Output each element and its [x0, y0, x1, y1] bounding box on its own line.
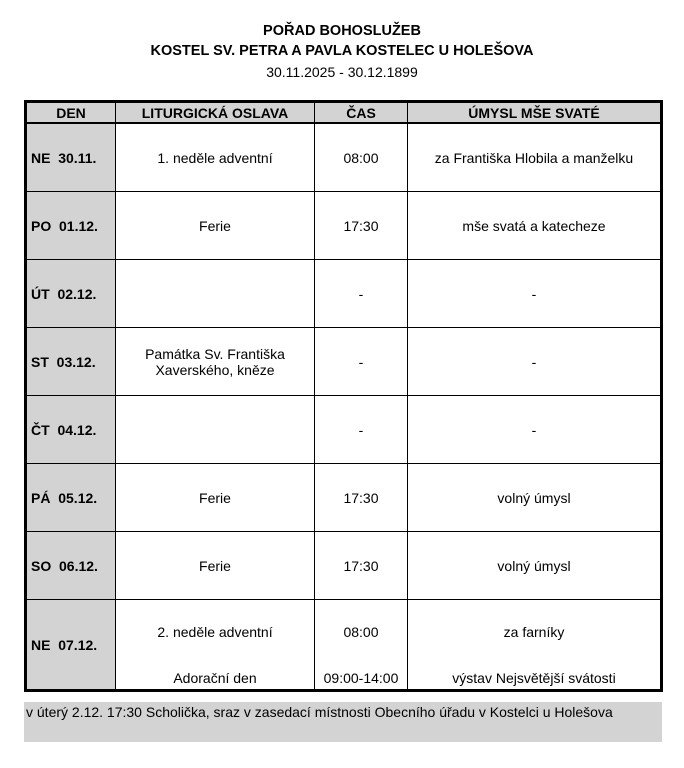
church-name: KOSTEL SV. PETRA A PAVLA KOSTELEC U HOLE…	[150, 43, 534, 59]
table-row: PO 01.12. Ferie 17:30 mše svatá a katecheze	[25, 191, 662, 260]
col-day: DEN	[25, 101, 116, 124]
day-cell: NE 07.12.	[25, 599, 116, 691]
col-celebration: LITURGICKÁ OSLAVA	[115, 101, 315, 124]
col-time: ČAS	[314, 101, 408, 124]
time-cell-line: 08:00	[343, 624, 379, 640]
intention-cell: mše svatá a katecheze	[407, 191, 662, 260]
date-range: 30.11.2025 - 30.12.1899	[266, 64, 418, 80]
table-row: PÁ 05.12. Ferie 17:30 volný úmysl	[25, 463, 662, 532]
table-header: DEN LITURGICKÁ OSLAVA ČAS ÚMYSL MŠE SVAT…	[25, 101, 662, 124]
day-cell: ST 03.12.	[25, 327, 116, 396]
time-cell: 08:00	[314, 122, 408, 192]
announcement-note: v úterý 2.12. 17:30 Scholička, sraz v za…	[24, 702, 662, 742]
day-cell: NE 30.11.	[25, 122, 116, 192]
celebration-cell: 1. neděle adventní	[115, 122, 315, 192]
day-cell: ÚT 02.12.	[25, 259, 116, 328]
time-cell: -	[314, 395, 408, 464]
celebration-cell: Ferie	[115, 463, 315, 532]
time-cell: 17:30	[314, 463, 408, 532]
time-cell: 17:30	[314, 191, 408, 260]
celebration-cell	[115, 259, 315, 328]
intention-cell: za Františka Hlobila a manželku	[407, 122, 662, 192]
time-cell-line2: 09:00-14:00	[323, 670, 399, 686]
celebration-cell-line2: Adorační den	[173, 670, 257, 686]
celebration-cell	[115, 395, 315, 464]
intention-cell: za farníky výstav Nejsvětější svátosti	[407, 599, 662, 691]
intention-cell-line: za farníky	[503, 624, 565, 640]
table-row: NE 30.11. 1. neděle adventní 08:00 za Frant…	[25, 122, 662, 192]
intention-cell: -	[407, 395, 662, 464]
page-title: POŘAD BOHOSLUŽEB	[263, 23, 421, 39]
day-cell: PO 01.12.	[25, 191, 116, 260]
table-row: ČT 04.12. - -	[25, 395, 662, 464]
time-cell: 17:30	[314, 531, 408, 600]
table-row: NE 07.12. 2. neděle adventní Adorační den 0…	[25, 599, 662, 691]
table-row: ÚT 02.12. - -	[25, 259, 662, 328]
day-cell: PÁ 05.12.	[25, 463, 116, 532]
intention-cell: volný úmysl	[407, 531, 662, 600]
day-cell: ČT 04.12.	[25, 395, 116, 464]
intention-cell: volný úmysl	[407, 463, 662, 532]
intention-cell: -	[407, 259, 662, 328]
celebration-cell: Ferie	[115, 531, 315, 600]
intention-cell-line2: výstav Nejsvětější svátosti	[452, 670, 616, 686]
schedule-table: DEN LITURGICKÁ OSLAVA ČAS ÚMYSL MŠE SVAT…	[24, 100, 663, 692]
celebration-cell: 2. neděle adventní Adorační den	[115, 599, 315, 691]
table-row: SO 06.12. Ferie 17:30 volný úmysl	[25, 531, 662, 600]
time-cell: -	[314, 327, 408, 396]
celebration-cell: Památka Sv. Františka Xaverského, kněze	[115, 327, 315, 396]
celebration-cell: Ferie	[115, 191, 315, 260]
col-intention: ÚMYSL MŠE SVATÉ	[407, 101, 662, 124]
time-cell: -	[314, 259, 408, 328]
day-cell: SO 06.12.	[25, 531, 116, 600]
intention-cell: -	[407, 327, 662, 396]
time-cell: 08:00 09:00-14:00	[314, 599, 408, 691]
celebration-cell-line: 2. neděle adventní	[157, 624, 273, 640]
table-row: ST 03.12. Památka Sv. Františka Xaverskéh…	[25, 327, 662, 396]
